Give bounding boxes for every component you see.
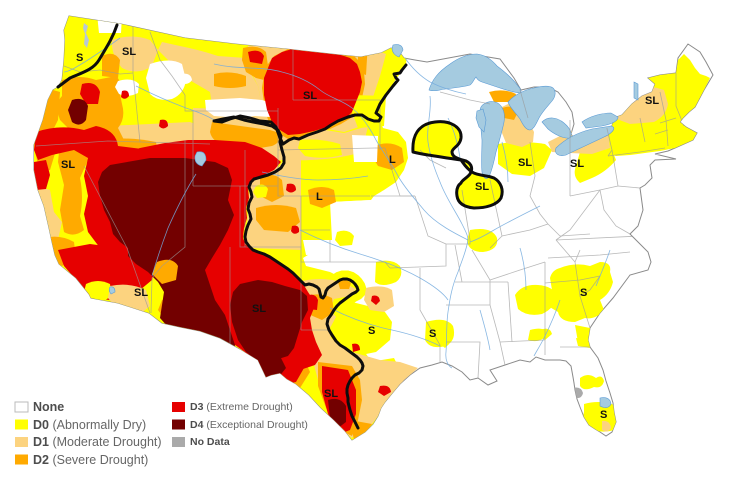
svg-text:D1 (Moderate Drought): D1 (Moderate Drought) [33,435,162,449]
svg-text:SL: SL [324,388,338,400]
svg-text:S: S [76,52,83,64]
svg-text:S: S [368,325,375,337]
svg-text:D3 (Extreme Drought): D3 (Extreme Drought) [190,401,293,413]
svg-text:SL: SL [475,181,489,193]
svg-text:No Data: No Data [190,436,230,448]
svg-text:D0 (Abnormally Dry): D0 (Abnormally Dry) [33,418,146,432]
svg-text:None: None [33,400,64,414]
svg-text:S: S [600,409,607,421]
svg-text:L: L [316,191,323,203]
svg-text:S: S [429,328,436,340]
svg-text:SL: SL [518,157,532,169]
svg-text:SL: SL [61,159,75,171]
svg-text:L: L [389,154,396,166]
svg-text:D2 (Severe Drought): D2 (Severe Drought) [33,453,148,467]
svg-text:S: S [580,287,587,299]
svg-text:SL: SL [645,95,659,107]
svg-text:SL: SL [570,158,584,170]
svg-text:SL: SL [134,287,148,299]
svg-text:SL: SL [252,303,266,315]
svg-text:SL: SL [303,90,317,102]
svg-text:SL: SL [122,46,136,58]
svg-text:D4 (Exceptional Drought): D4 (Exceptional Drought) [190,419,308,431]
